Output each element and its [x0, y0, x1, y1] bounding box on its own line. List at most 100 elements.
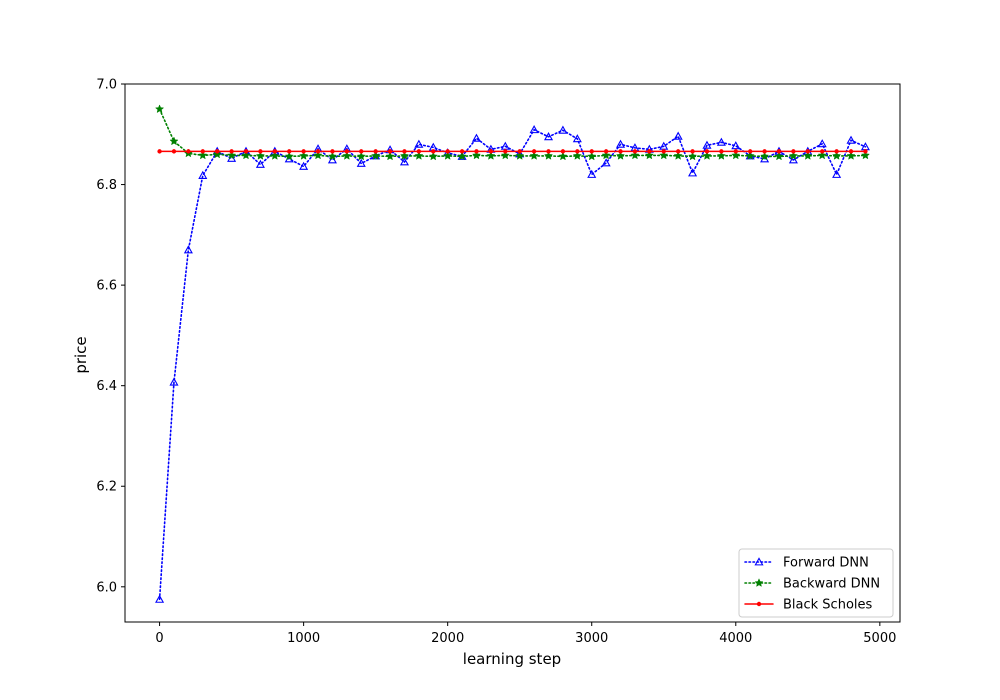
data-point-black-scholes — [431, 149, 436, 154]
data-point-black-scholes — [575, 149, 580, 154]
data-point-forward-dnn — [716, 137, 726, 146]
data-point-backward-dnn — [601, 150, 611, 160]
data-point-black-scholes — [531, 149, 537, 154]
data-point-black-scholes — [359, 149, 364, 154]
data-point-backward-dnn — [198, 150, 208, 160]
data-point-backward-dnn — [587, 151, 597, 161]
data-point-black-scholes — [200, 149, 205, 154]
series-backward-dnn — [154, 104, 871, 161]
data-point-backward-dnn — [788, 151, 799, 160]
data-point-black-scholes — [315, 149, 321, 154]
data-point-backward-dnn — [803, 151, 813, 160]
data-point-black-scholes — [157, 149, 162, 154]
data-point-forward-dnn — [788, 155, 798, 164]
data-point-black-scholes — [690, 149, 695, 154]
data-point-backward-dnn — [644, 150, 654, 160]
data-point-forward-dnn — [255, 159, 265, 168]
data-point-black-scholes — [762, 149, 767, 154]
y-tick-label: 6.4 — [96, 379, 117, 394]
data-point-backward-dnn — [284, 151, 294, 161]
data-point-forward-dnn — [299, 161, 309, 170]
plot-frame — [124, 83, 901, 623]
data-point-black-scholes — [243, 149, 249, 154]
data-point-black-scholes — [258, 149, 263, 154]
data-point-forward-dnn — [601, 158, 611, 167]
data-point-backward-dnn — [299, 151, 309, 160]
data-point-black-scholes — [330, 149, 335, 154]
data-point-forward-dnn — [702, 140, 712, 149]
data-point-black-scholes — [488, 149, 494, 154]
x-tick-label: 3000 — [575, 631, 608, 646]
data-point-backward-dnn — [169, 136, 179, 146]
data-point-forward-dnn — [543, 132, 554, 141]
data-point-backward-dnn — [270, 151, 280, 160]
data-point-backward-dnn — [385, 151, 395, 161]
data-point-backward-dnn — [702, 151, 712, 160]
y-tick-label: 6.0 — [96, 580, 117, 595]
data-point-black-scholes — [848, 149, 854, 154]
x-tick-label: 0 — [155, 631, 163, 646]
data-point-black-scholes — [805, 149, 811, 154]
data-point-backward-dnn — [860, 150, 871, 160]
data-point-backward-dnn — [313, 150, 323, 160]
data-point-forward-dnn — [731, 141, 741, 150]
data-point-forward-dnn — [846, 135, 856, 144]
data-point-black-scholes — [186, 149, 191, 154]
data-point-black-scholes — [733, 149, 738, 154]
legend-label-forward-dnn: Forward DNN — [783, 556, 869, 571]
data-point-backward-dnn — [255, 151, 266, 160]
data-point-black-scholes — [214, 149, 220, 154]
legend-item-backward-dnn: Backward DNN — [744, 577, 880, 592]
data-point-backward-dnn — [659, 150, 669, 160]
data-point-forward-dnn — [688, 168, 698, 177]
data-point-backward-dnn — [428, 151, 438, 161]
data-point-backward-dnn — [399, 151, 410, 160]
data-point-backward-dnn — [241, 150, 251, 160]
y-tick-label: 6.2 — [96, 480, 117, 495]
data-point-backward-dnn — [486, 151, 496, 160]
data-point-backward-dnn — [759, 151, 770, 161]
data-point-backward-dnn — [414, 151, 424, 160]
data-point-forward-dnn — [183, 245, 193, 254]
data-point-black-scholes — [647, 149, 652, 154]
data-point-forward-dnn — [169, 377, 179, 386]
data-point-black-scholes — [776, 149, 782, 154]
data-point-black-scholes — [301, 149, 306, 154]
data-point-backward-dnn — [371, 151, 381, 160]
y-tick-label: 6.6 — [96, 279, 117, 294]
data-point-forward-dnn — [673, 131, 683, 140]
data-point-backward-dnn — [226, 150, 237, 160]
data-point-black-scholes — [560, 149, 566, 154]
data-point-backward-dnn — [673, 151, 683, 160]
data-point-black-scholes — [834, 149, 839, 154]
data-point-backward-dnn — [846, 151, 856, 160]
data-point-black-scholes — [229, 149, 234, 154]
y-tick-label: 6.8 — [96, 178, 117, 193]
data-point-black-scholes — [373, 149, 378, 154]
data-point-forward-dnn — [572, 134, 582, 143]
data-point-forward-dnn — [471, 133, 482, 142]
data-point-backward-dnn — [745, 151, 755, 160]
data-point-backward-dnn — [615, 151, 626, 160]
x-tick-label: 5000 — [863, 631, 896, 646]
data-point-black-scholes — [344, 149, 350, 154]
x-tick-label: 4000 — [719, 631, 752, 646]
data-point-black-scholes — [618, 149, 623, 154]
data-point-black-scholes — [791, 149, 796, 154]
data-point-black-scholes — [820, 149, 825, 154]
y-axis: 6.0 6.2 6.4 6.6 6.8 7.0 — [96, 78, 125, 595]
data-point-black-scholes — [171, 149, 177, 154]
data-point-black-scholes — [445, 149, 450, 154]
data-point-backward-dnn — [154, 104, 165, 114]
data-point-backward-dnn — [831, 151, 842, 160]
series-black-scholes — [157, 149, 868, 154]
data-point-forward-dnn — [587, 169, 597, 178]
data-point-forward-dnn — [558, 125, 568, 134]
data-point-backward-dnn — [515, 151, 525, 160]
legend-marker-forward-dnn — [754, 557, 764, 566]
data-point-backward-dnn — [529, 151, 539, 160]
data-point-black-scholes — [517, 149, 522, 154]
data-point-forward-dnn — [155, 594, 165, 603]
data-point-forward-dnn — [399, 157, 409, 166]
